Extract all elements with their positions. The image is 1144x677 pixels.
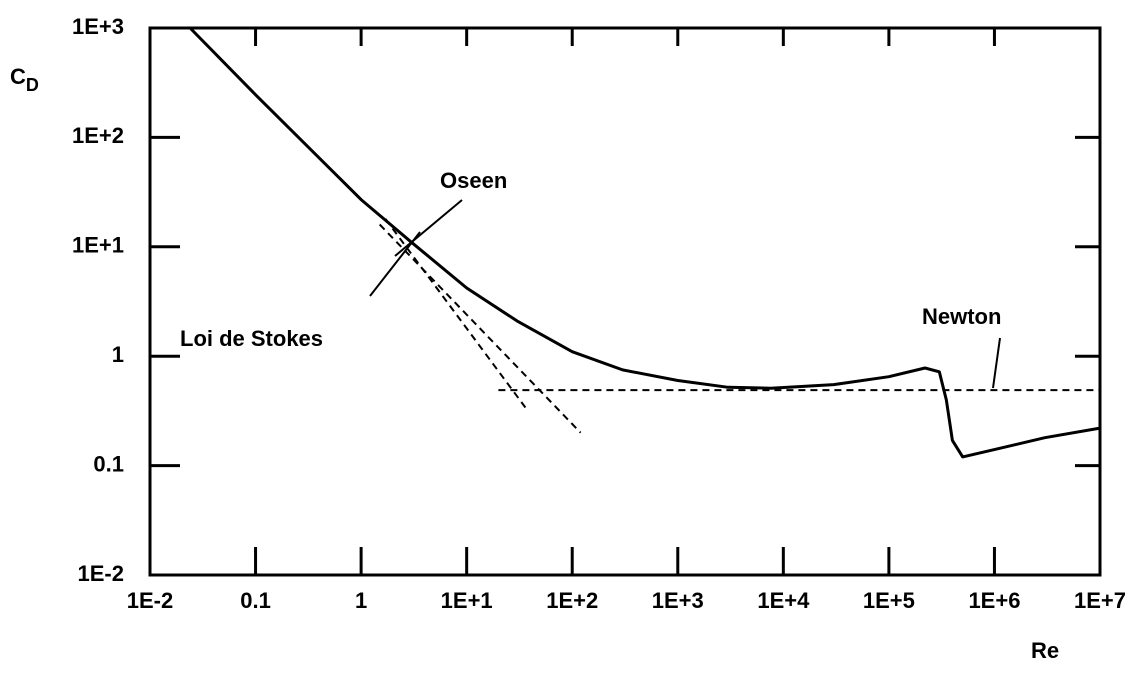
x-tick-label: 1: [355, 588, 367, 613]
y-tick-label: 1E+3: [72, 14, 124, 39]
x-tick-label: 1E+5: [863, 588, 915, 613]
x-tick-label: 1E+7: [1074, 588, 1126, 613]
y-tick-label: 0.1: [93, 451, 124, 476]
series-line: [378, 223, 582, 434]
annotation: Loi de Stokes: [180, 326, 323, 351]
y-tick-label: 1E-2: [78, 561, 124, 586]
leader-line: [394, 199, 463, 257]
series-line: [189, 26, 1101, 459]
x-tick-label: 1E+2: [546, 588, 598, 613]
plot-frame: [148, 26, 1102, 577]
x-tick-label: 0.1: [240, 588, 271, 613]
y-axis-label-sub: D: [26, 75, 39, 95]
annotation: Oseen: [440, 168, 507, 193]
x-tick-label: 1E+6: [968, 588, 1020, 613]
leader-line: [992, 337, 1001, 389]
x-axis-label: Re: [1031, 638, 1059, 663]
x-tick-label: 1E+3: [652, 588, 704, 613]
y-tick-label: 1E+1: [72, 233, 124, 258]
y-tick-label: 1E+2: [72, 123, 124, 148]
x-tick-label: 1E+4: [757, 588, 810, 613]
y-tick-label: 1: [112, 342, 124, 367]
y-axis-label-main: C: [10, 64, 26, 89]
y-axis-label: CD: [10, 64, 39, 95]
annotation: Newton: [922, 304, 1001, 329]
x-tick-label: 1E-2: [127, 588, 173, 613]
x-tick-label: 1E+1: [441, 588, 493, 613]
series-line: [384, 218, 527, 409]
